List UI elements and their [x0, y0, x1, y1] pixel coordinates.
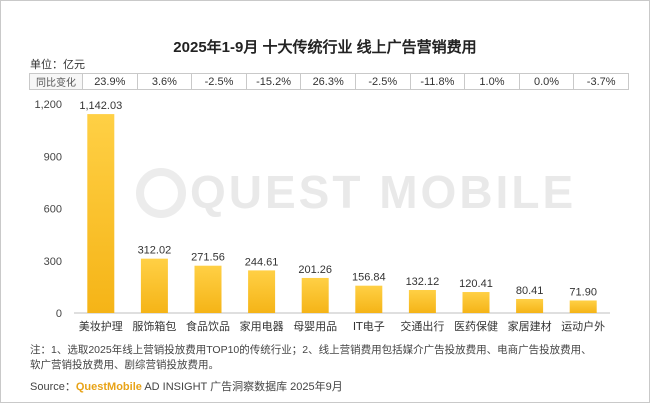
footnote: 注：1、选取2025年线上营销投放费用TOP10的传统行业；2、线上营销费用包括…	[30, 343, 630, 373]
bar-value-label: 132.12	[406, 276, 440, 288]
bar	[408, 289, 436, 313]
yoy-table: 同比变化 23.9% 3.6% -2.5% -15.2% 26.3% -2.5%…	[29, 73, 629, 90]
y-tick-label: 1,200	[34, 99, 62, 111]
category-label: 美妆护理	[79, 319, 123, 333]
bar-value-label: 1,142.03	[79, 100, 122, 112]
chart-title: 2025年1-9月 十大传统行业 线上广告营销费用	[173, 39, 477, 56]
category-label: 交通出行	[400, 319, 444, 333]
bar	[516, 298, 544, 313]
category-label: 食品饮品	[186, 319, 230, 333]
yoy-cell: 3.6%	[136, 73, 193, 90]
yoy-cell: -2.5%	[191, 73, 247, 90]
y-tick-label: 0	[56, 308, 62, 320]
source-line: Source：QuestMobile AD INSIGHT 广告洞察数据库 20…	[30, 378, 343, 394]
yoy-row: 同比变化 23.9% 3.6% -2.5% -15.2% 26.3% -2.5%…	[29, 73, 629, 90]
footnote-line-2: 软广营销投放费用、剧综营销投放费用。	[30, 359, 219, 371]
bar-value-label: 120.41	[459, 278, 493, 290]
category-label: 医药保健	[454, 319, 498, 333]
y-tick-label: 300	[44, 256, 62, 268]
bar	[301, 277, 329, 313]
yoy-cell: -11.8%	[409, 73, 466, 90]
yoy-cell: -3.7%	[573, 73, 629, 90]
yoy-cell: 0.0%	[518, 73, 575, 90]
bar	[569, 300, 597, 313]
bar	[462, 292, 490, 313]
yoy-cell: 1.0%	[464, 73, 520, 90]
y-tick-label: 600	[44, 204, 62, 216]
bar	[355, 285, 383, 313]
bar	[87, 114, 115, 314]
yoy-cell: -15.2%	[245, 73, 302, 90]
yoy-cell: 23.9%	[82, 73, 138, 90]
category-label: 家居建材	[508, 319, 552, 333]
bar-value-label: 201.26	[298, 264, 332, 276]
category-label: 运动户外	[561, 319, 605, 333]
bar	[140, 258, 168, 313]
bar	[248, 270, 276, 313]
yoy-cell: 26.3%	[300, 73, 356, 90]
bar-value-label: 271.56	[191, 252, 225, 264]
bar-value-label: 156.84	[352, 272, 386, 284]
bar-value-label: 80.41	[516, 285, 544, 297]
bar-value-label: 244.61	[245, 256, 279, 268]
unit-label: 单位：亿元	[30, 59, 85, 71]
y-tick-label: 900	[44, 151, 62, 163]
source-brand: QuestMobile	[75, 381, 142, 393]
category-label: 母婴用品	[293, 320, 337, 333]
category-label: 服饰箱包	[132, 319, 176, 333]
source-suffix: AD INSIGHT 广告洞察数据库 2025年9月	[141, 381, 343, 393]
bar	[194, 265, 222, 313]
bar-value-label: 312.02	[138, 245, 172, 257]
watermark: QUEST MOBILE	[190, 166, 577, 218]
footnote-line-1: 注：1、选取2025年线上营销投放费用TOP10的传统行业；2、线上营销费用包括…	[30, 344, 592, 356]
yoy-header: 同比变化	[29, 73, 83, 90]
bar-value-label: 71.90	[569, 286, 597, 298]
category-label: IT电子	[353, 320, 385, 333]
category-label: 家用电器	[240, 319, 284, 333]
watermark-logo-icon	[136, 168, 186, 218]
source-prefix: Source：	[30, 381, 76, 393]
